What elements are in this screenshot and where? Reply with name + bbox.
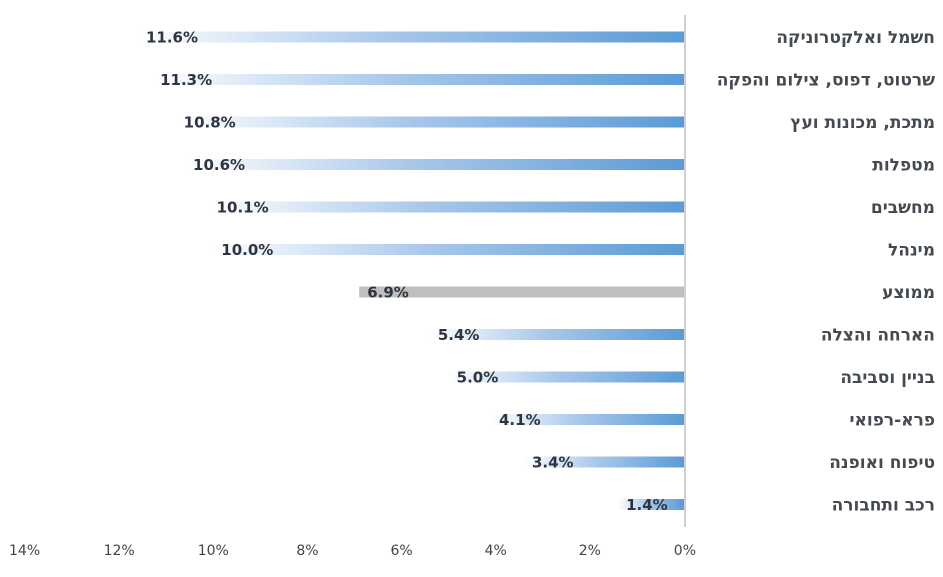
category-label: מינהל xyxy=(888,241,935,261)
bars-layer xyxy=(137,31,685,510)
bar xyxy=(208,201,684,213)
labels-layer: 11.6% חשמל ואלקטרוניקה 11.3% שרטוט, דפוס, צ… xyxy=(146,28,935,516)
bar xyxy=(152,74,684,85)
category-label: מטפלות xyxy=(872,156,935,176)
data-label: 1.4% xyxy=(626,496,668,514)
data-label: 10.8% xyxy=(184,114,236,132)
category-label: בניין וסביבה xyxy=(840,368,935,388)
x-tick-label: 2% xyxy=(579,543,601,559)
category-label: מתכת, מכונות ועץ xyxy=(790,113,935,133)
category-label: מחשבים xyxy=(871,198,935,218)
category-label: חשמל ואלקטרוניקה xyxy=(776,28,935,48)
x-tick-label: 4% xyxy=(485,543,507,559)
bar xyxy=(137,31,684,43)
x-tick-label: 12% xyxy=(104,543,135,559)
bar xyxy=(618,499,684,510)
data-label: 5.0% xyxy=(457,369,499,387)
bar xyxy=(491,414,684,425)
data-label: 3.4% xyxy=(532,454,574,472)
bar xyxy=(429,329,684,340)
x-tick-label: 6% xyxy=(390,543,412,559)
x-tick-label: 10% xyxy=(198,543,229,559)
bar xyxy=(213,244,685,255)
data-label: 10.1% xyxy=(217,199,269,217)
category-label: טיפוח ואופנה xyxy=(829,453,935,473)
average-bar xyxy=(359,286,684,298)
category-label: פרא-רפואי xyxy=(850,411,935,431)
bar xyxy=(448,371,684,383)
bar xyxy=(523,456,684,468)
bar xyxy=(185,159,685,170)
data-label: 10.0% xyxy=(221,241,273,259)
category-label: רכב ותחבורה xyxy=(832,496,935,516)
bar xyxy=(175,116,685,128)
category-label: הארחה והצלה xyxy=(821,326,935,346)
x-tick-label: 8% xyxy=(296,543,318,559)
data-label: 11.6% xyxy=(146,29,198,47)
data-label: 11.3% xyxy=(160,71,212,89)
data-label: 5.4% xyxy=(438,326,480,344)
x-tick-label: 0% xyxy=(674,543,696,559)
category-label: שרטוט, דפוס, צילום והפקה xyxy=(717,71,935,91)
data-label: 10.6% xyxy=(193,156,245,174)
data-label: 6.9% xyxy=(367,284,409,302)
x-tick-label: 14% xyxy=(9,543,40,559)
category-label: ממוצע xyxy=(882,283,935,303)
data-label: 4.1% xyxy=(499,411,541,429)
x-axis-ticks: 0% 2% 4% 6% 8% 10% 12% 14% xyxy=(9,543,696,559)
